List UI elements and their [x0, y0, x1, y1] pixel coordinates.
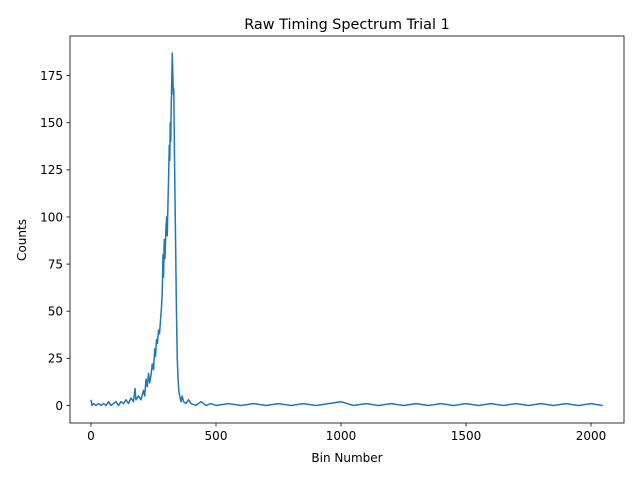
plot-area: 0 500 1000 1500 2000 0 25 50 75 100 125 150 175 [40, 35, 625, 443]
x-tick-label: 500 [205, 429, 228, 443]
y-axis-label: Counts [15, 219, 29, 261]
series-line-1 [90, 52, 603, 407]
chart-title: Raw Timing Spectrum Trial 1 [244, 17, 449, 33]
y-tick-label: 100 [40, 210, 63, 224]
y-tick-label: 175 [40, 69, 63, 83]
axes-frame [69, 35, 625, 424]
y-tick-label: 50 [48, 305, 63, 319]
y-tick-label: 25 [48, 352, 63, 366]
x-tick-label: 1000 [326, 429, 357, 443]
x-tick-label: 0 [87, 429, 95, 443]
y-tick-label: 125 [40, 163, 63, 177]
y-tick-label: 75 [48, 257, 63, 271]
x-axis-label: Bin Number [311, 451, 382, 465]
x-tick-label: 1500 [451, 429, 482, 443]
x-tick-label: 2000 [576, 429, 607, 443]
y-tick-label: 150 [40, 116, 63, 130]
y-tick-label: 0 [55, 399, 63, 413]
